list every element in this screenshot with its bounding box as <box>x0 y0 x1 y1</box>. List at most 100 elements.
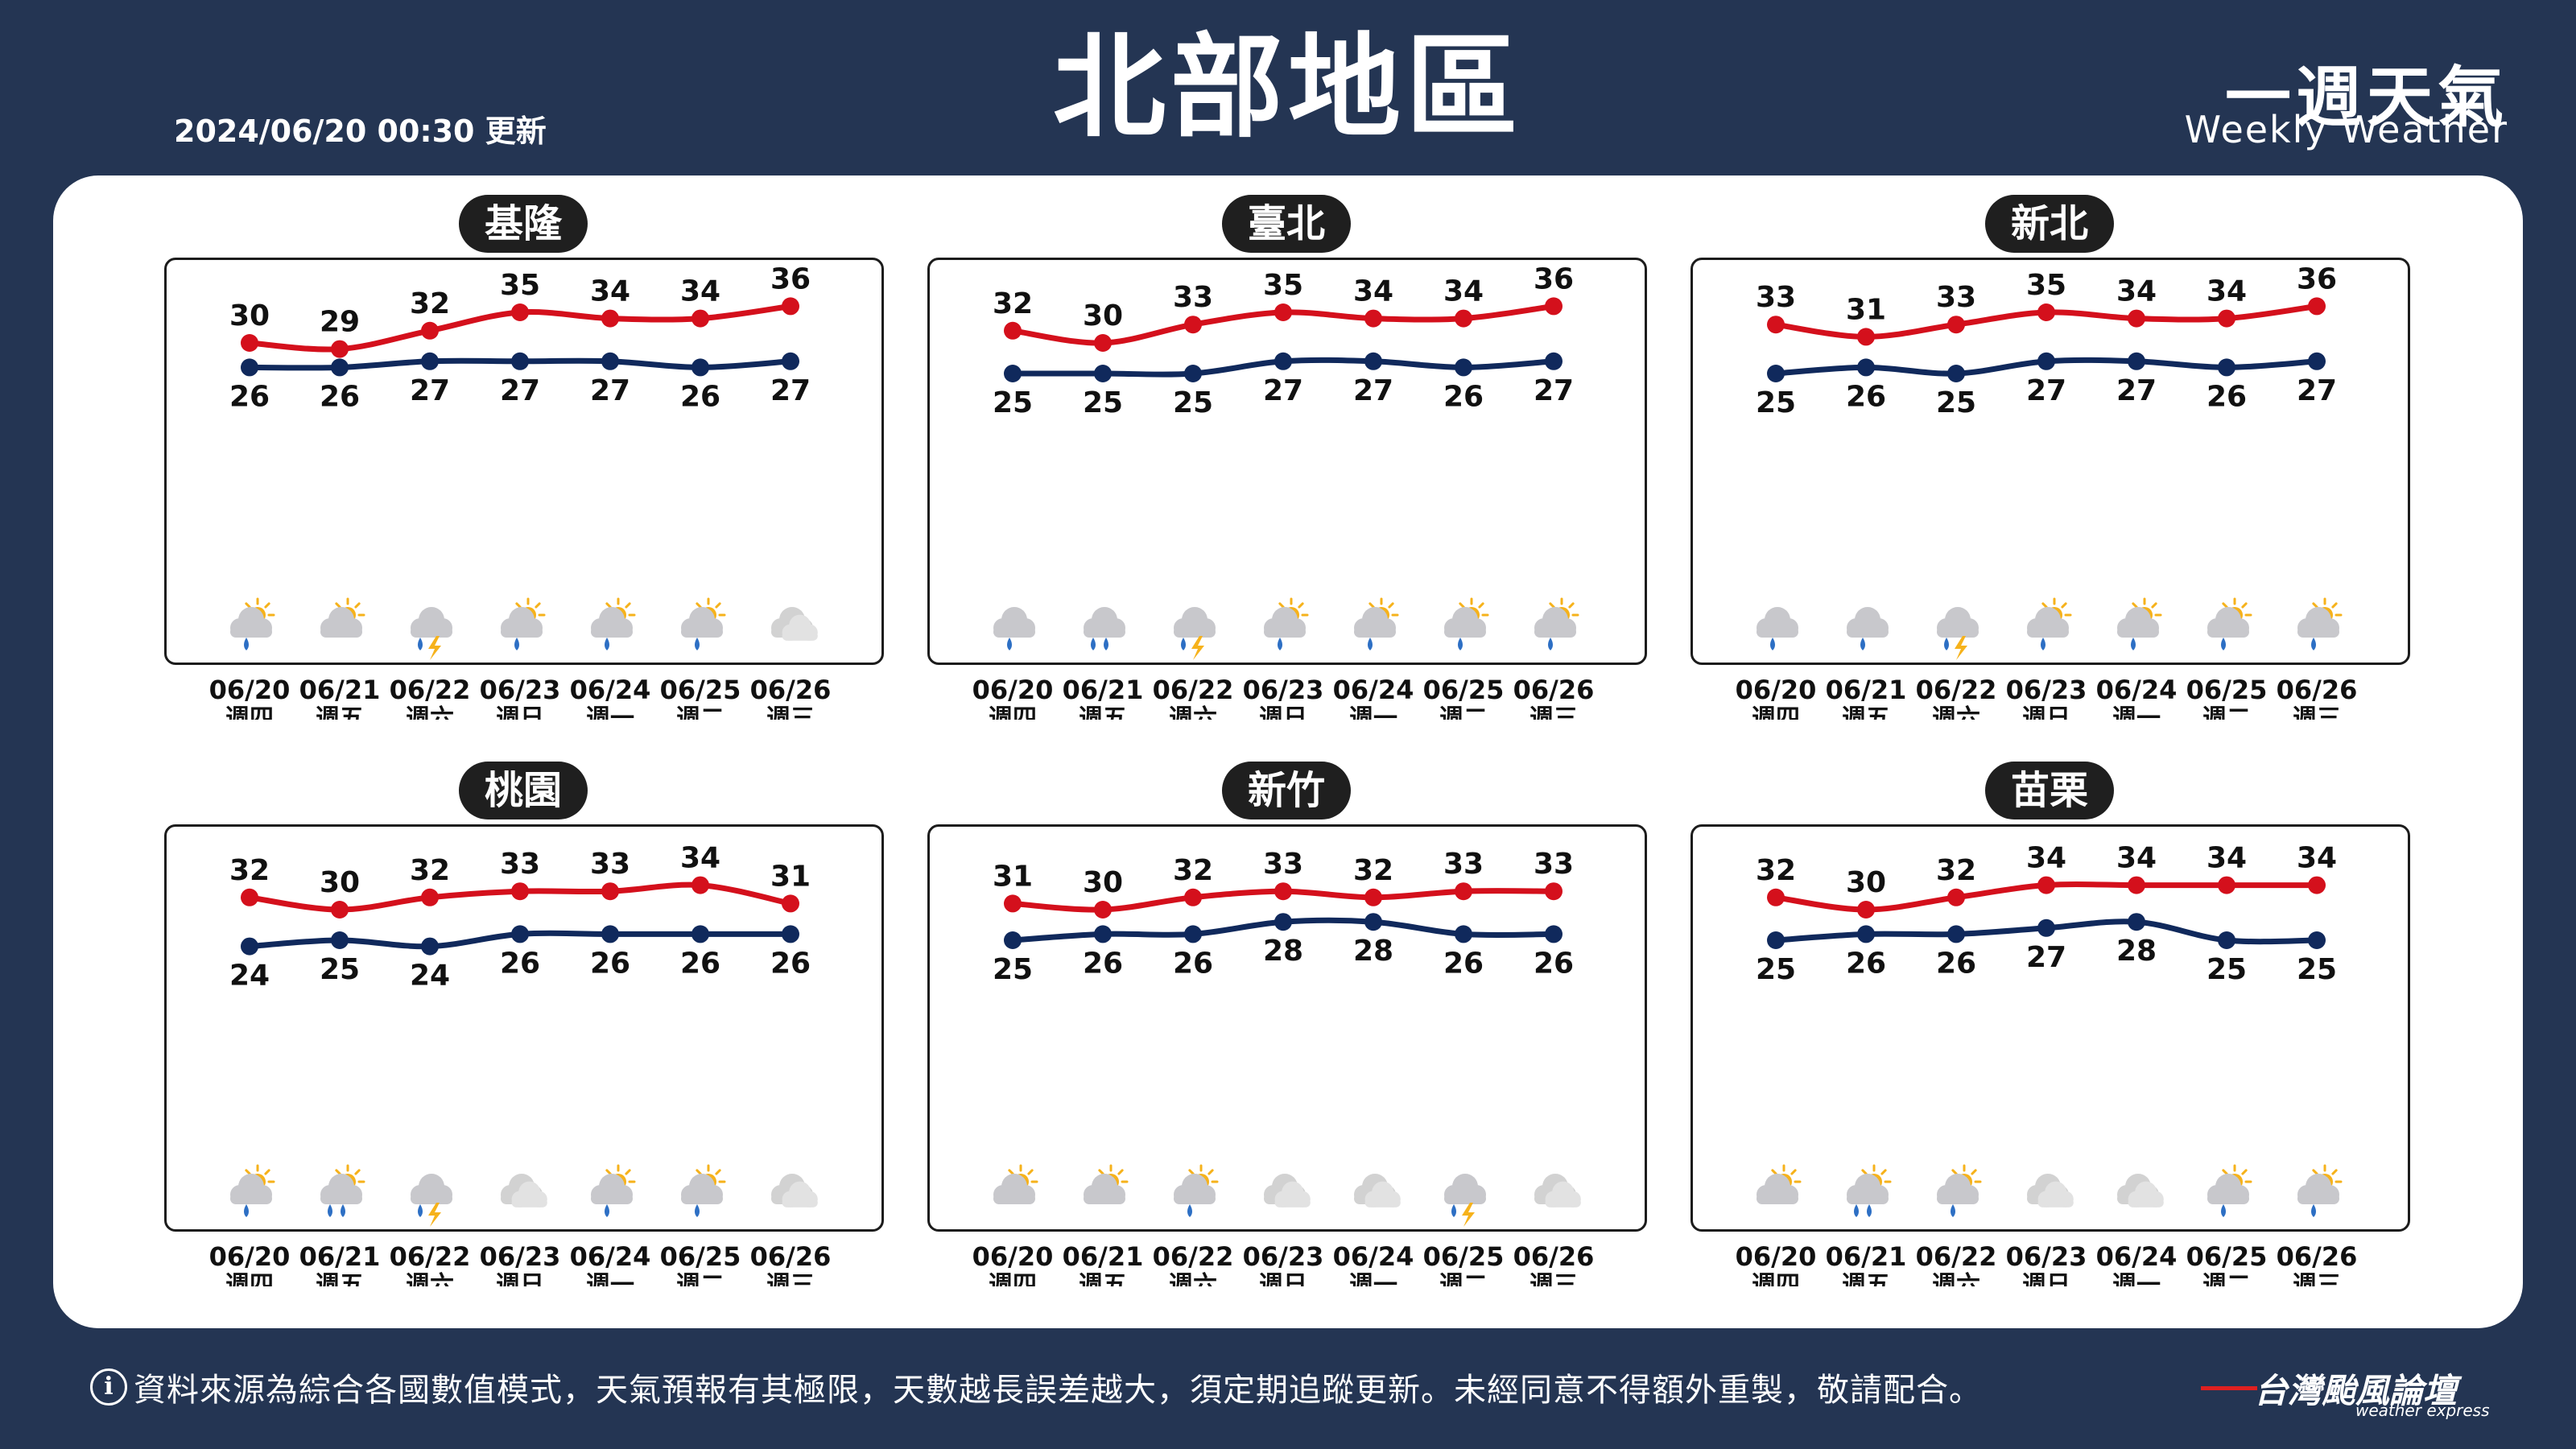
low-temp-label: 27 <box>1534 374 1574 407</box>
partly-sunny-rain-icon <box>1534 597 1579 650</box>
thunderstorm-icon <box>411 1174 452 1227</box>
weekday-label: 週四 <box>225 704 274 720</box>
low-temp-point <box>331 358 349 377</box>
low-temp-point <box>1274 913 1292 931</box>
low-temp-label: 25 <box>1173 386 1213 419</box>
high-temp-point <box>1857 901 1875 919</box>
high-temp-label: 36 <box>770 262 811 295</box>
high-temp-label: 32 <box>993 287 1033 320</box>
high-temp-point <box>1767 316 1785 334</box>
cloudy-icon <box>1354 1174 1401 1208</box>
high-temp-point <box>421 888 439 906</box>
date-tick-label: 06/22 <box>1153 675 1234 705</box>
high-temp-label: 33 <box>1443 848 1484 881</box>
weekday-label: 週五 <box>316 704 364 720</box>
date-tick-label: 06/20 <box>972 675 1054 705</box>
low-temp-point <box>241 937 258 956</box>
low-temp-point <box>421 937 439 956</box>
chart-frame <box>164 258 884 665</box>
high-temp-label: 35 <box>1263 269 1303 302</box>
low-temp-point <box>691 358 709 377</box>
low-temp-point <box>1545 925 1563 943</box>
high-temp-point <box>1364 309 1382 328</box>
high-temp-label: 31 <box>1846 293 1886 326</box>
high-temp-point <box>1094 901 1112 919</box>
high-temp-point <box>2037 303 2055 321</box>
weekday-label: 週二 <box>2202 704 2251 720</box>
low-temp-point <box>1004 365 1022 382</box>
high-temp-label: 32 <box>229 854 270 887</box>
high-temp-point <box>691 876 709 894</box>
high-temp-point <box>782 297 799 316</box>
high-temp-point <box>1004 894 1022 913</box>
high-temp-label: 30 <box>1083 299 1123 332</box>
partly-sunny-rain-icon <box>2297 597 2343 650</box>
weekday-label: 週日 <box>496 704 544 720</box>
date-tick-label: 06/26 <box>2277 675 2358 705</box>
date-tick-label: 06/21 <box>1826 1241 1907 1272</box>
update-time: 2024/06/20 00:30 更新 <box>174 114 547 149</box>
low-temp-label: 26 <box>1534 947 1574 980</box>
high-temp-point <box>2218 876 2235 894</box>
cloudy-icon <box>771 1174 818 1208</box>
weekday-label: 週一 <box>1349 704 1397 720</box>
high-temp-label: 33 <box>590 848 630 881</box>
city-panel-new-taipei: 新北 33 31 33 35 34 34 36 25 26 25 27 27 26 27 06/20 週四 06… <box>1690 175 2410 720</box>
date-tick-label: 06/21 <box>299 1241 381 1272</box>
high-temp-point <box>1545 297 1563 316</box>
footer-logo: 台灣颱風論壇 <box>2254 1371 2458 1410</box>
date-tick-label: 06/23 <box>480 675 561 705</box>
weekday-label: 週日 <box>2022 704 2070 720</box>
high-temp-label: 33 <box>1936 281 1976 314</box>
low-temp-point <box>1455 925 1472 943</box>
cloud-rain-icon <box>993 607 1035 650</box>
brand-title-en: Weekly Weather <box>2184 108 2508 151</box>
high-temp-label: 31 <box>993 860 1033 893</box>
high-temp-label: 32 <box>1173 854 1213 887</box>
high-temp-label: 34 <box>1353 275 1393 308</box>
low-temp-label: 28 <box>1353 935 1393 968</box>
high-temp-label: 31 <box>770 860 811 893</box>
high-temp-point <box>1455 882 1472 901</box>
high-temp-point <box>601 309 619 328</box>
low-temp-label: 26 <box>1083 947 1123 980</box>
weekday-label: 週五 <box>1842 704 1890 720</box>
date-tick-label: 06/25 <box>1423 1241 1505 1272</box>
date-tick-label: 06/23 <box>2006 675 2087 705</box>
weekday-label: 週二 <box>1439 704 1488 720</box>
weekday-label: 週日 <box>1259 704 1307 720</box>
low-temp-label: 24 <box>410 960 450 993</box>
low-temp-point <box>1364 913 1382 931</box>
low-temp-label: 26 <box>680 947 720 980</box>
partly-sunny-rain-icon <box>2297 1164 2343 1217</box>
high-temp-label: 34 <box>590 275 630 308</box>
high-temp-label: 32 <box>1756 854 1796 887</box>
partly-sunny-rain-icon <box>1937 1164 1982 1217</box>
low-temp-point <box>601 925 619 943</box>
date-tick-label: 06/24 <box>1333 675 1414 705</box>
high-temp-point <box>691 309 709 328</box>
partly-sunny-rain-icon <box>2027 597 2072 650</box>
low-temp-point <box>601 352 619 370</box>
low-temp-label: 27 <box>2116 374 2157 407</box>
low-temp-point <box>2308 931 2326 949</box>
weekday-label: 週六 <box>1169 1271 1217 1286</box>
high-temp-label: 30 <box>320 866 360 899</box>
weekday-label: 週一 <box>586 704 634 720</box>
low-temp-point <box>331 931 349 949</box>
date-tick-label: 06/20 <box>209 1241 291 1272</box>
date-tick-label: 06/22 <box>390 1241 471 1272</box>
low-temp-label: 25 <box>320 953 360 986</box>
low-temp-label: 27 <box>410 374 450 407</box>
high-temp-point <box>1364 888 1382 906</box>
high-temp-label: 34 <box>2116 842 2157 875</box>
high-temp-label: 34 <box>2116 275 2157 308</box>
date-tick-label: 06/20 <box>1736 675 1817 705</box>
high-temp-point <box>2128 309 2145 328</box>
date-tick-label: 06/22 <box>1153 1241 1234 1272</box>
city-name: 桃園 <box>458 762 588 819</box>
low-temp-label: 26 <box>1846 947 1886 980</box>
weekday-label: 週二 <box>2202 1271 2251 1286</box>
low-temp-label: 25 <box>2297 953 2337 986</box>
partly-sunny-rain-icon <box>501 597 546 650</box>
